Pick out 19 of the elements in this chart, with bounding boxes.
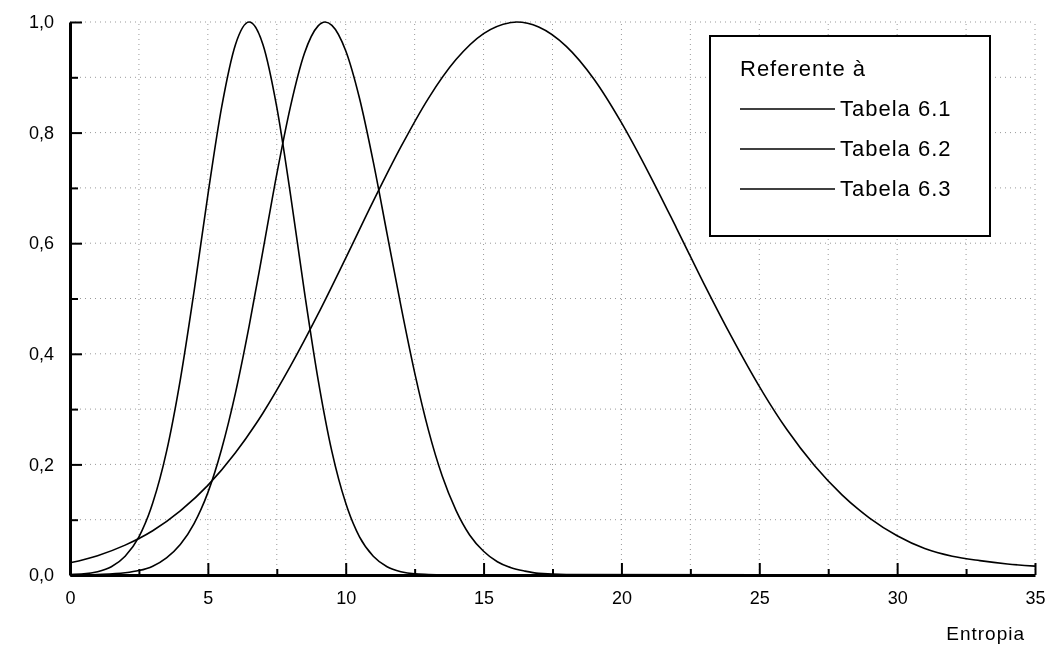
y-tick-label: 0,8	[28, 122, 54, 143]
y-tick-label: 1,0	[28, 12, 54, 33]
x-tick-label: 35	[1025, 587, 1046, 608]
x-tick-label: 20	[611, 587, 632, 608]
x-tick-label: 25	[749, 587, 770, 608]
legend-title: Referente à	[740, 56, 866, 81]
legend-label: Tabela 6.1	[840, 96, 952, 121]
x-axis-title: Entropia	[946, 623, 1025, 644]
y-tick-label: 0,4	[28, 344, 54, 365]
legend-label: Tabela 6.3	[840, 176, 952, 201]
x-tick-label: 10	[336, 587, 357, 608]
y-tick-label: 0,6	[28, 233, 54, 254]
legend-label: Tabela 6.2	[840, 136, 952, 161]
x-tick-label: 15	[474, 587, 495, 608]
x-tick-label: 0	[65, 587, 76, 608]
y-tick-label: 0,2	[28, 454, 54, 475]
x-tick-label: 30	[887, 587, 908, 608]
y-tick-label: 0,0	[28, 565, 54, 586]
x-tick-label: 5	[203, 587, 214, 608]
